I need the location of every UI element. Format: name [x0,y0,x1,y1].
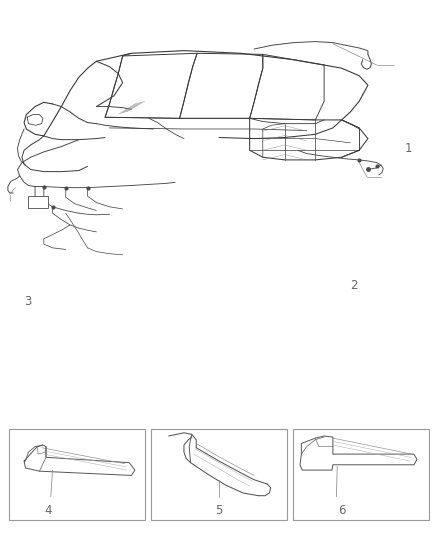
Bar [28,196,48,208]
Text: 6: 6 [338,504,346,517]
Text: 5: 5 [215,504,223,517]
Text: 2: 2 [350,279,358,292]
Text: 3: 3 [24,295,32,308]
Bar [9,429,145,520]
Text: 4: 4 [44,504,52,517]
Bar [293,429,429,520]
Text: 1: 1 [405,142,413,155]
Bar [151,429,287,520]
